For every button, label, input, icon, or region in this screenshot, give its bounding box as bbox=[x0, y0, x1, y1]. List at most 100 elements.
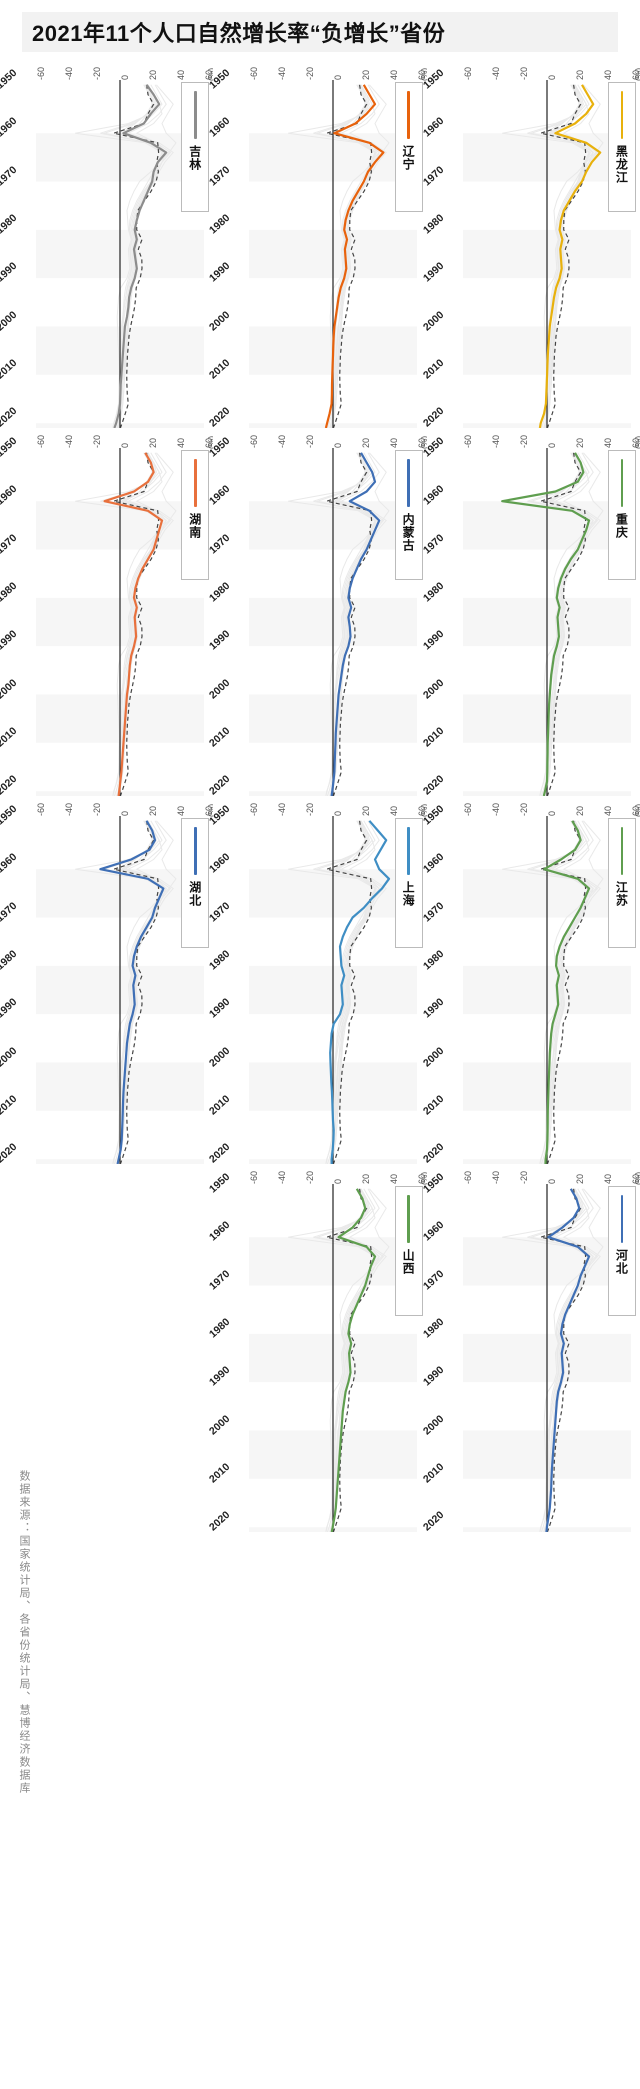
x-axis-ticks: -60 -40 -20 0 20 40 60 (%) bbox=[213, 796, 429, 818]
x-tick-label: -20 bbox=[92, 66, 102, 80]
chart-panel-黑龙江: -60 -40 -20 0 20 40 60 (%) 1950 1960 1970 1980 1990 2… bbox=[421, 60, 640, 430]
legend-line-swatch bbox=[620, 1195, 624, 1243]
plot-area bbox=[249, 80, 418, 428]
page-title: 2021年11个人口自然增长率“负增长”省份 bbox=[32, 21, 446, 46]
plot-area bbox=[462, 1184, 631, 1532]
legend-line-swatch bbox=[620, 91, 624, 139]
province-name-label: 河北 bbox=[614, 1249, 629, 1275]
x-tick-label: 40 bbox=[176, 805, 186, 816]
y-tick-label: 1990 bbox=[0, 996, 20, 1021]
source-note-text: 数据来源：国家统计局、各省份统计局、慧博经济数据库 bbox=[18, 1470, 30, 1795]
chart-panel-江苏: -60 -40 -20 0 20 40 60 (%) 1950 1960 1970 1980 1990 2… bbox=[421, 796, 640, 1166]
province-name-label: 黑龙江 bbox=[614, 145, 629, 184]
x-tick-label: 40 bbox=[602, 69, 613, 80]
x-tick-label: 20 bbox=[148, 805, 158, 816]
legend-line-swatch bbox=[620, 459, 624, 507]
x-axis-ticks: -60 -40 -20 0 20 40 60 (%) bbox=[213, 1164, 429, 1186]
x-tick-label: -60 bbox=[462, 802, 473, 816]
title-bar: 2021年11个人口自然增长率“负增长”省份 bbox=[22, 12, 618, 52]
x-axis-ticks: -60 -40 -20 0 20 40 60 (%) bbox=[0, 60, 216, 82]
y-tick-label: 1990 bbox=[0, 260, 20, 285]
y-tick-label: 2010 bbox=[0, 356, 20, 382]
y-axis-ticks: 1950 1960 1970 1980 1990 2000 2010 2020 bbox=[421, 1171, 467, 1534]
chart-panel-湖南: -60 -40 -20 0 20 40 60 (%) 1950 1960 1970 1980 1990 2… bbox=[0, 428, 216, 798]
x-tick-label: -20 bbox=[305, 1170, 316, 1184]
legend-辽宁: 辽宁 bbox=[394, 82, 423, 212]
chart-panel-内蒙古: -60 -40 -20 0 20 40 60 (%) 1950 1960 1970 1980 1990 2… bbox=[207, 428, 429, 798]
legend-湖北: 湖北 bbox=[181, 818, 210, 948]
province-name-label: 湖南 bbox=[187, 513, 202, 539]
y-tick-label: 2000 bbox=[0, 1044, 20, 1069]
x-tick-label: -20 bbox=[305, 434, 316, 448]
province-name-label: 湖北 bbox=[187, 881, 202, 907]
x-tick-label: -60 bbox=[249, 1170, 260, 1184]
x-tick-label: 40 bbox=[176, 437, 186, 448]
y-tick-label: 2000 bbox=[0, 308, 20, 333]
x-tick-label: 20 bbox=[574, 805, 585, 816]
chart-panel-湖北: -60 -40 -20 0 20 40 60 (%) 1950 1960 1970 1980 1990 2… bbox=[0, 796, 216, 1166]
x-tick-label: -60 bbox=[249, 66, 260, 80]
x-tick-label: -20 bbox=[518, 802, 529, 816]
chart-panel-山西: -60 -40 -20 0 20 40 60 (%) 1950 1960 1970 1980 1990 2… bbox=[207, 1164, 429, 1534]
x-tick-label: -20 bbox=[92, 434, 102, 448]
y-tick-label: 1970 bbox=[0, 899, 20, 924]
x-axis-ticks: -60 -40 -20 0 20 40 60 (%) bbox=[0, 428, 216, 450]
x-tick-label: -20 bbox=[92, 802, 102, 816]
plot-area bbox=[462, 448, 631, 796]
y-axis-ticks: 1950 1960 1970 1980 1990 2000 2010 2020 bbox=[207, 803, 253, 1166]
y-tick-label: 2020 bbox=[0, 1141, 20, 1166]
x-tick-label: -20 bbox=[518, 1170, 529, 1184]
x-tick-label: 20 bbox=[148, 69, 158, 80]
x-tick-label: -60 bbox=[36, 66, 46, 80]
province-name-label: 山西 bbox=[401, 1249, 416, 1275]
x-tick-label: -40 bbox=[277, 434, 288, 448]
x-tick-label: -60 bbox=[462, 1170, 473, 1184]
legend-内蒙古: 内蒙古 bbox=[394, 450, 423, 580]
x-tick-label: -20 bbox=[305, 802, 316, 816]
x-tick-label: -60 bbox=[462, 434, 473, 448]
y-axis-ticks: 1950 1960 1970 1980 1990 2000 2010 2020 bbox=[207, 1171, 253, 1534]
y-axis-ticks: 1950 1960 1970 1980 1990 2000 2010 2020 bbox=[0, 435, 40, 798]
legend-line-swatch bbox=[194, 91, 197, 139]
legend-line-swatch bbox=[620, 827, 624, 875]
legend-line-swatch bbox=[407, 459, 410, 507]
x-tick-label: 20 bbox=[574, 69, 585, 80]
legend-山西: 山西 bbox=[394, 1186, 423, 1316]
x-tick-label: 20 bbox=[361, 69, 372, 80]
legend-湖南: 湖南 bbox=[181, 450, 210, 580]
legend-重庆: 重庆 bbox=[607, 450, 636, 580]
legend-line-swatch bbox=[407, 91, 410, 139]
legend-line-swatch bbox=[407, 1195, 410, 1243]
province-name-label: 重庆 bbox=[614, 513, 629, 539]
province-name-label: 吉林 bbox=[187, 145, 202, 171]
x-tick-label: -40 bbox=[490, 66, 501, 80]
x-tick-label: -40 bbox=[277, 66, 288, 80]
legend-line-swatch bbox=[194, 827, 197, 875]
plot-area bbox=[249, 1184, 418, 1532]
y-axis-ticks: 1950 1960 1970 1980 1990 2000 2010 2020 bbox=[207, 435, 253, 798]
x-tick-label: 20 bbox=[574, 1173, 585, 1184]
y-tick-label: 2020 bbox=[0, 405, 20, 430]
plot-area bbox=[462, 816, 631, 1164]
x-tick-label: -60 bbox=[36, 802, 46, 816]
x-tick-label: 20 bbox=[574, 437, 585, 448]
legend-line-swatch bbox=[407, 827, 410, 875]
source-note: 数据来源：国家统计局、各省份统计局、慧博经济数据库 bbox=[18, 1470, 58, 1910]
x-tick-label: -20 bbox=[305, 66, 316, 80]
x-axis-ticks: -60 -40 -20 0 20 40 60 (%) bbox=[213, 60, 429, 82]
y-tick-label: 1970 bbox=[0, 163, 20, 188]
province-name-label: 江苏 bbox=[614, 881, 629, 907]
plot-area bbox=[36, 80, 204, 428]
x-axis-ticks: -60 -40 -20 0 20 40 60 (%) bbox=[427, 60, 640, 82]
y-axis-ticks: 1950 1960 1970 1980 1990 2000 2010 2020 bbox=[207, 67, 253, 430]
x-axis-unit-label: (%) bbox=[632, 1171, 640, 1185]
plot-area bbox=[36, 448, 204, 796]
x-tick-label: -60 bbox=[462, 66, 473, 80]
y-tick-label: 1970 bbox=[0, 531, 20, 556]
x-tick-label: 40 bbox=[389, 1173, 400, 1184]
x-tick-label: 40 bbox=[602, 437, 613, 448]
x-tick-label: -20 bbox=[518, 66, 529, 80]
province-name-label: 内蒙古 bbox=[401, 513, 416, 552]
x-tick-label: 40 bbox=[602, 1173, 613, 1184]
